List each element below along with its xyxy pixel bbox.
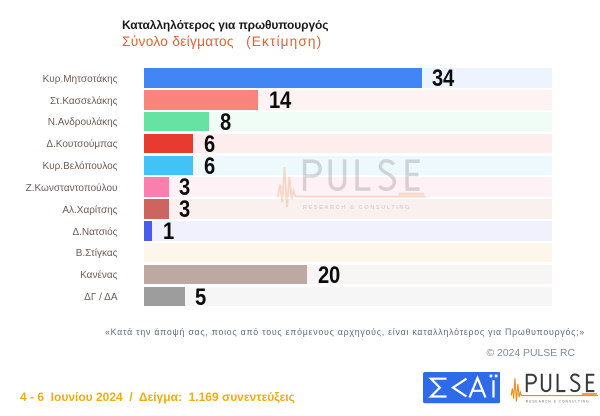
svg-text:RESEARCH & CONSULTING: RESEARCH & CONSULTING bbox=[303, 205, 411, 211]
svg-text:RESEARCH & CONSULTING: RESEARCH & CONSULTING bbox=[526, 400, 590, 404]
